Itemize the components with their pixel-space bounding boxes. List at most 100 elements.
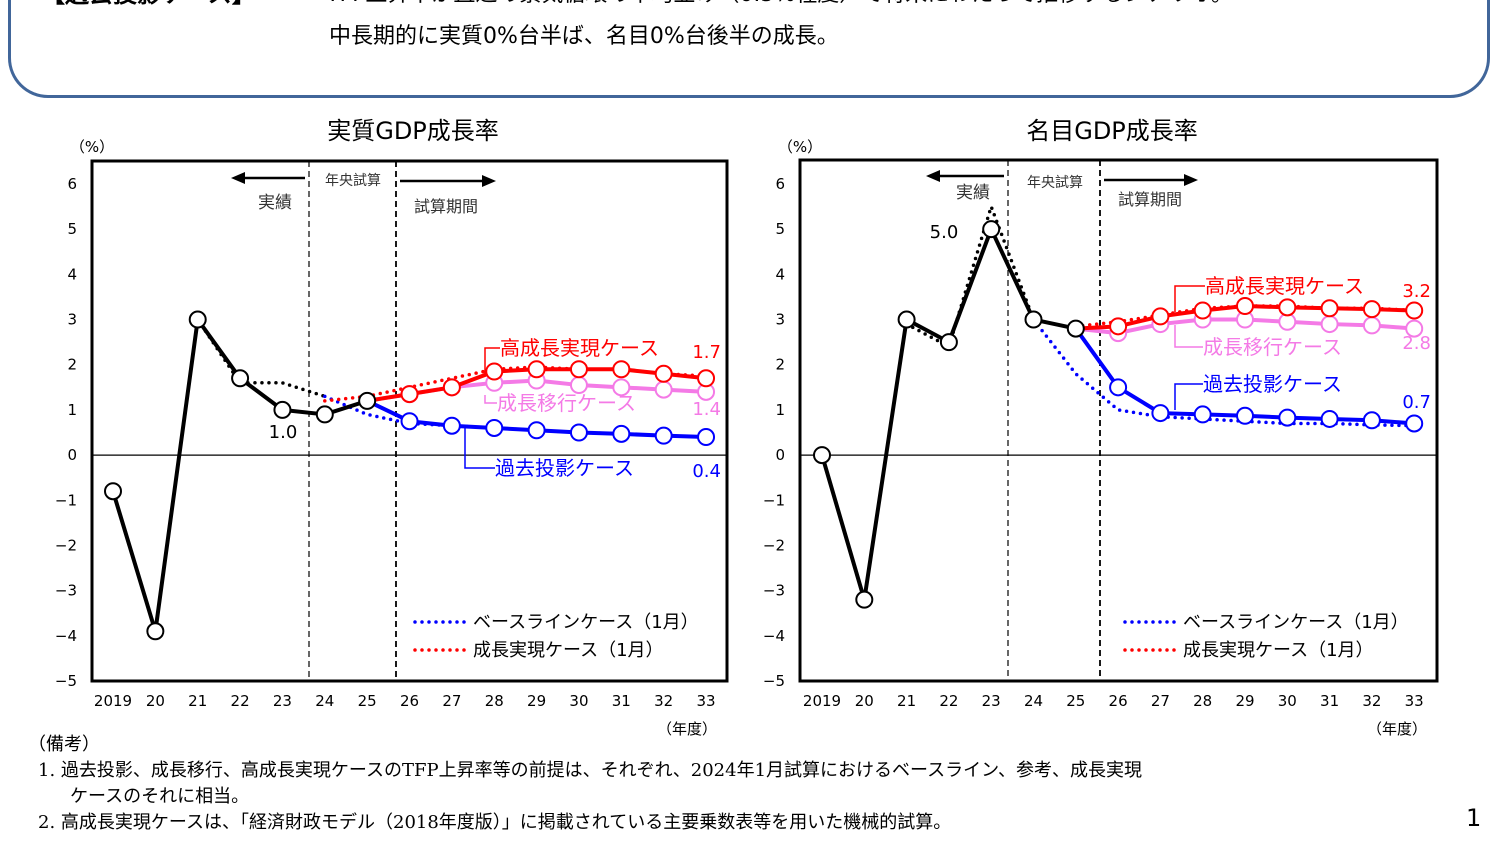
actual-point [897,310,916,329]
y-tick-label: 5 [67,220,77,238]
period-label-actual: 実績 [956,183,990,203]
chart-title: 名目GDP成長率 [1026,117,1198,145]
actual-point [315,405,334,424]
past-point [1236,406,1254,425]
period-label-midyear: 年央試算 [1027,175,1083,191]
period-label-projection: 試算期間 [1118,190,1182,209]
transition-point [612,378,631,397]
chart-title: 実質GDP成長率 [327,117,499,145]
x-tick-label: 22 [939,692,958,710]
actual-line [111,317,368,634]
high-point [1278,298,1297,317]
note-1: 1. 過去投影、成長移行、高成長実現ケースのTFP上昇率等の前提は、それぞれ、2… [38,760,1143,781]
x-tick-label: 33 [696,692,715,710]
high-point [442,378,461,397]
x-tick-label: 28 [1193,692,1212,710]
actual-point [1066,319,1085,338]
scenario-tag: 【過去投影ケース】 [41,0,256,9]
y-tick-label: −3 [763,582,785,600]
y-tick-label: −1 [763,491,785,509]
past-point [1109,378,1128,397]
past-point [569,423,588,442]
transition-end-value: 2.8 [1402,333,1431,354]
high-point [569,360,588,379]
high-point [697,369,716,388]
y-tick-label: −1 [55,491,77,509]
actual-point [231,369,250,388]
y-tick-label: 0 [67,446,77,464]
baseline-jan-actual-line [195,317,327,399]
past-leader-line [464,428,495,469]
past-point [1320,409,1339,428]
high-leader-line [1174,285,1205,312]
y-tick-label: 6 [67,175,77,193]
past-point [1278,408,1297,427]
x-tick-label: 21 [188,692,207,710]
x-tick-label: 31 [1320,692,1339,710]
y-axis-label: （%） [778,138,822,156]
past-point [612,424,631,443]
x-tick-label: 27 [442,692,461,710]
period-label-midyear: 年央試算 [325,173,381,189]
x-tick-label: 22 [231,692,250,710]
past-point [697,428,716,447]
note-1-cont: ケースのそれに相当。 [70,786,250,807]
legend-label-high_jan: 成長実現ケース（1月） [1183,640,1374,661]
past-point [654,426,673,445]
actual-point [188,310,207,329]
high-end-value: 3.2 [1402,281,1431,302]
plot-frame [90,159,729,683]
notes-heading: （備考） [28,734,100,755]
high-point [1151,307,1170,326]
transition-point [1362,316,1381,335]
x-tick-label: 33 [1405,692,1424,710]
x-tick-label: 29 [527,692,546,710]
x-axis-label: （年度） [657,720,717,738]
y-tick-label: 4 [67,265,77,283]
actual-point [358,391,377,410]
arrow-head-icon [231,172,245,184]
legend-label-baseline_jan: ベースラインケース（1月） [473,612,699,633]
past-point [527,421,546,440]
period-label-projection: 試算期間 [414,197,478,216]
scenario-description: TFP上昇率が直近の景気循環の平均並み（0.5%程度）で将来にわたって推移するシ… [326,0,1233,8]
x-tick-label: 23 [982,692,1001,710]
x-tick-label: 32 [654,692,673,710]
past-case-label: 過去投影ケース [1203,372,1342,396]
plot-frame [798,158,1439,683]
x-tick-label: 24 [1024,692,1043,710]
baseline-jan-line [1031,317,1416,428]
x-tick-label: 25 [358,692,377,710]
high-point [485,362,504,381]
transition-case-label: 成長移行ケース [1203,335,1342,359]
y-tick-label: −5 [55,672,77,690]
high-point [527,360,546,379]
x-tick-label: 27 [1151,692,1170,710]
x-tick-label: 20 [146,692,165,710]
legend-label-baseline_jan: ベースラインケース（1月） [1183,612,1409,633]
past-point [1405,414,1424,433]
period-label-actual: 実績 [258,193,292,213]
legend-label-high_jan: 成長実現ケース（1月） [473,640,664,661]
y-tick-label: 1 [67,401,77,419]
high-point [1362,300,1381,319]
x-tick-label: 30 [1278,692,1297,710]
actual-point [939,333,958,352]
x-tick-label: 25 [1066,692,1085,710]
y-axis-label: （%） [70,138,114,156]
scenario-summary: 中長期的に実質0%台半ば、名目0%台後半の成長。 [329,24,839,49]
y-tick-label: 2 [67,356,77,374]
actual-point [104,482,122,501]
page-number: 1 [1466,804,1482,832]
transition-end-value: 1.4 [692,399,721,420]
y-tick-label: 6 [775,175,785,193]
scenario-banner: 【過去投影ケース】 TFP上昇率が直近の景気循環の平均並み（0.5%程度）で将来… [8,0,1490,98]
y-tick-label: 0 [775,446,785,464]
actual-point [1024,310,1043,329]
past-point [1151,404,1170,423]
y-tick-label: 5 [775,220,785,238]
transition-point [654,380,673,399]
notes: （備考） 1. 過去投影、成長移行、高成長実現ケースのTFP上昇率等の前提は、そ… [28,732,1142,836]
past-point [400,412,419,431]
